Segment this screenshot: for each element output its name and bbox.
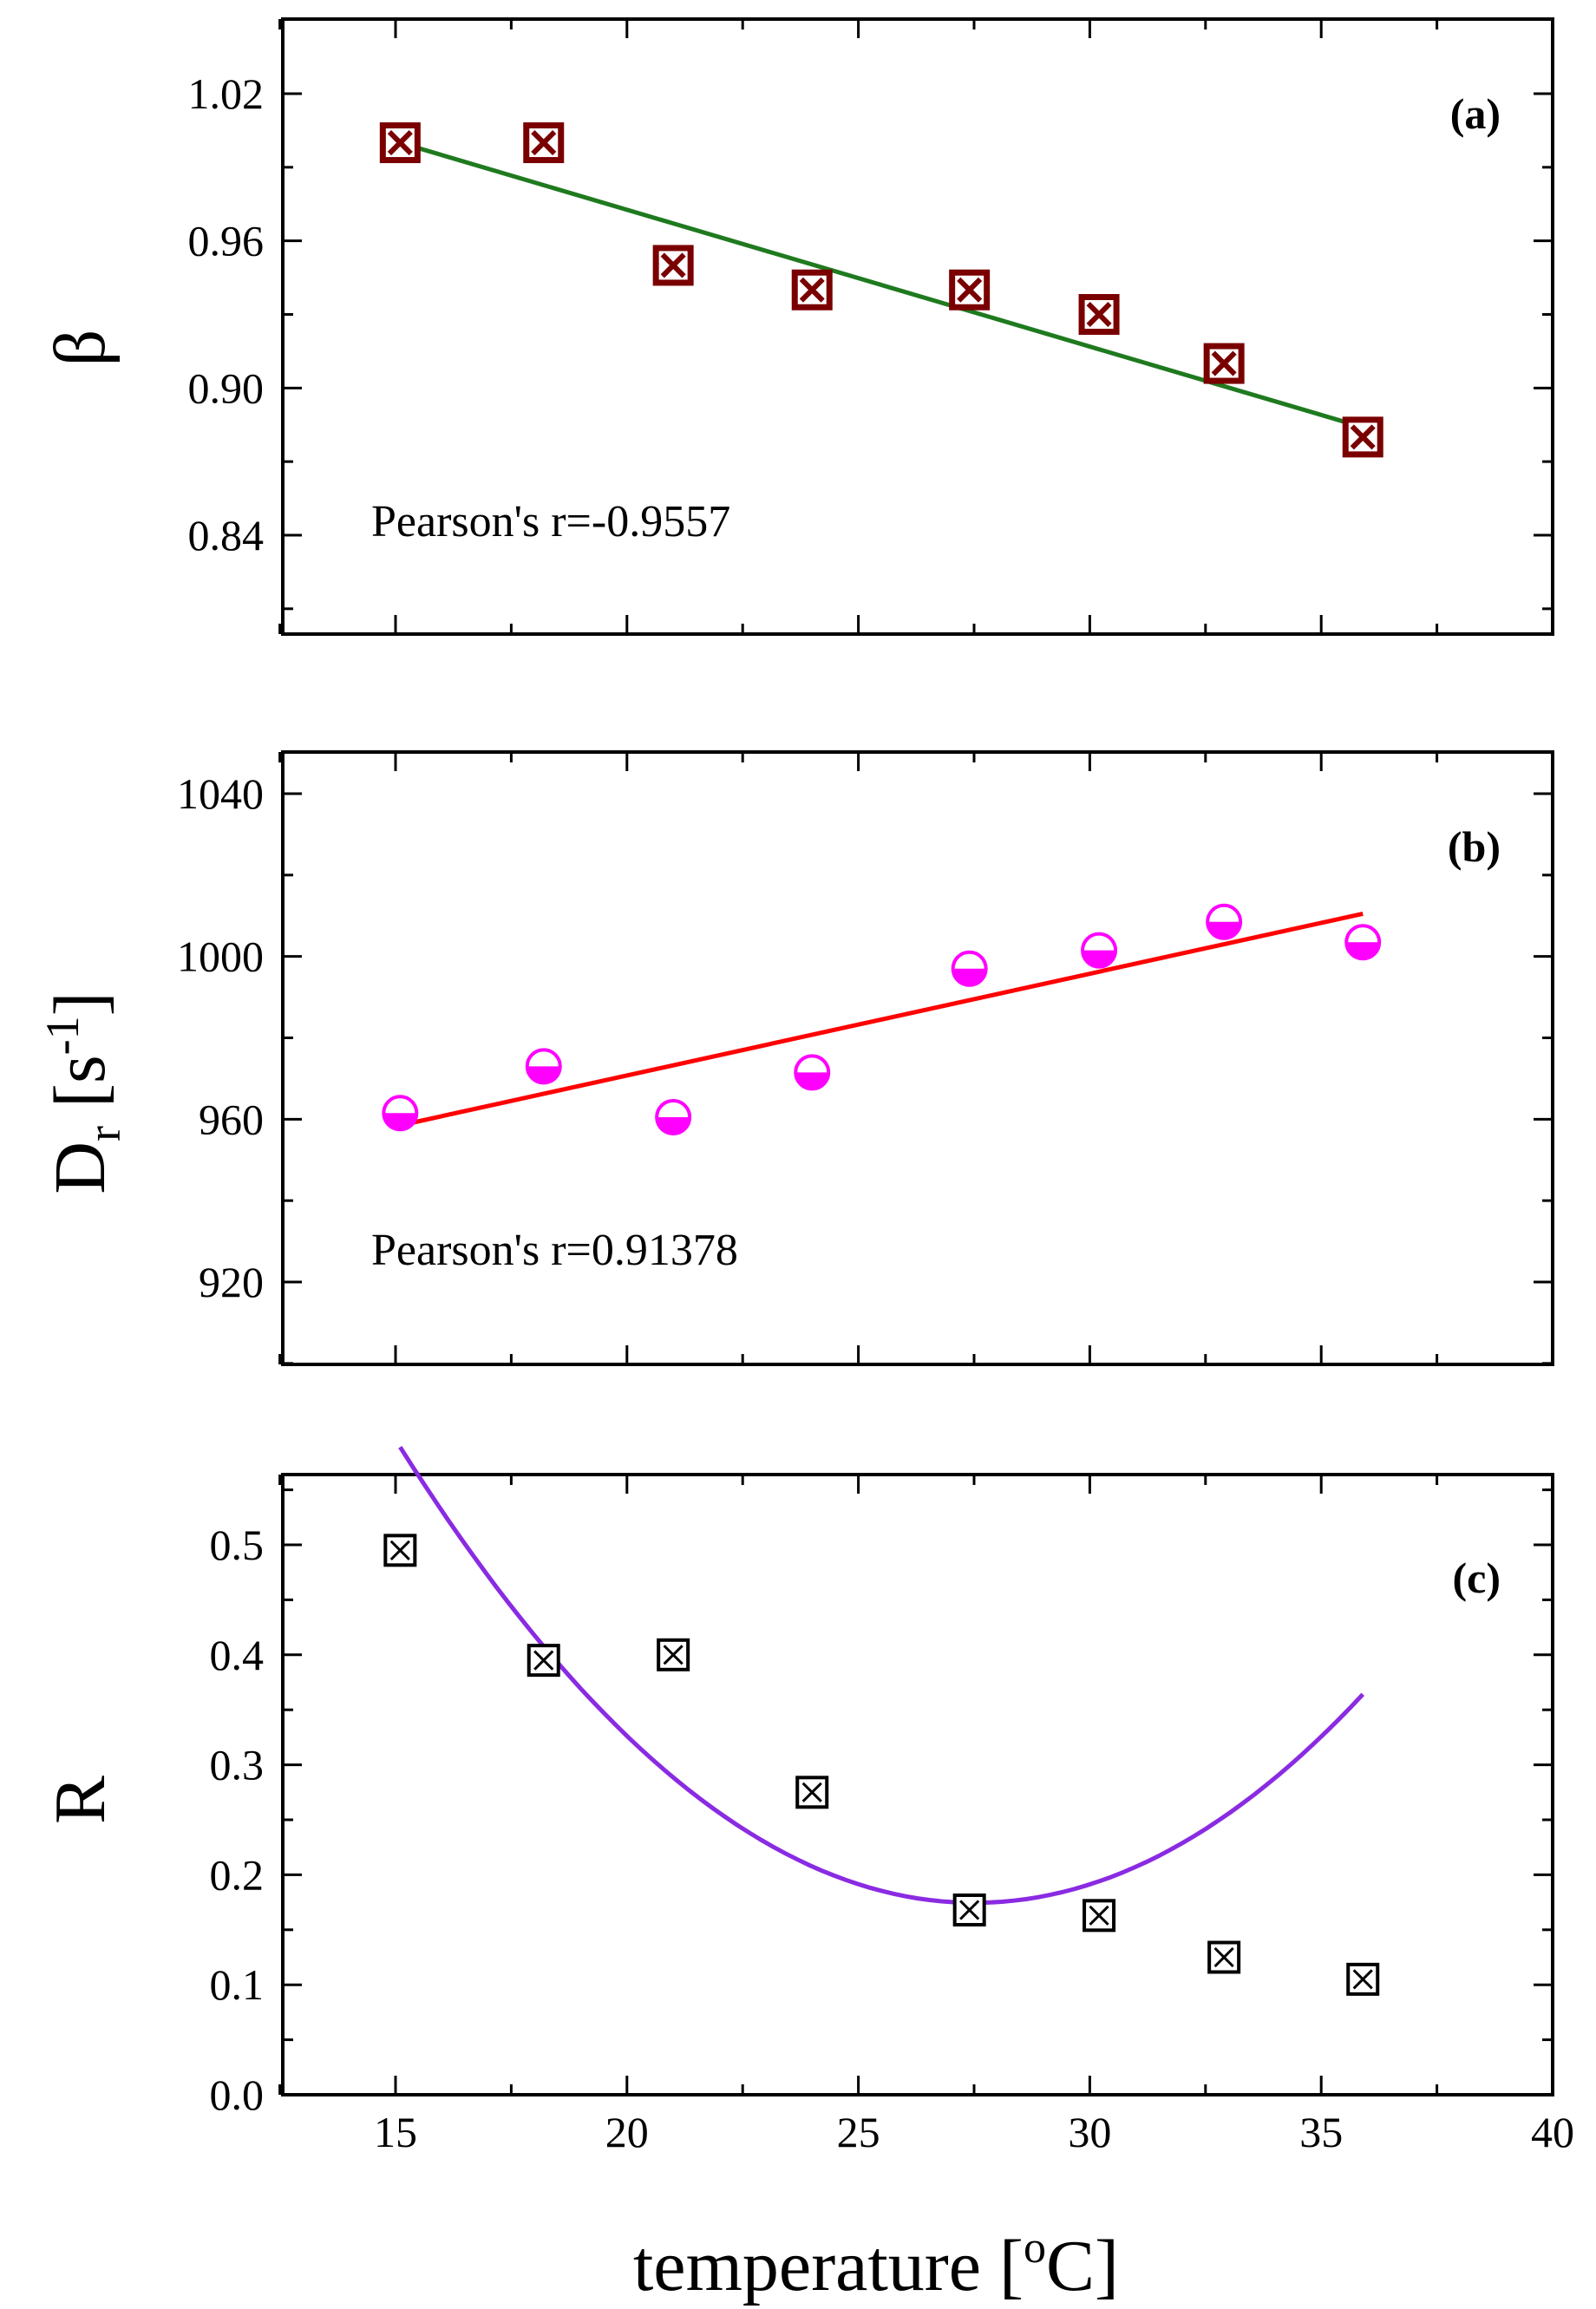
panel-3-x-tick-label: 30 [1068, 2108, 1111, 2156]
panel-1-fit-line [399, 141, 1364, 429]
panel-3-tag: (c) [1453, 1554, 1501, 1602]
panel-2-y-tick-label: 1000 [177, 932, 264, 981]
panel-3-data-point [527, 1644, 560, 1678]
panel-1-y-axis-label: β [40, 330, 121, 367]
panel-1-frame [281, 17, 1554, 636]
panel-2-tag: (b) [1448, 822, 1501, 871]
panel-3-y-tick-label: 0.3 [210, 1741, 265, 1789]
panel-1-data-point [652, 245, 694, 286]
panel-2-pearson-annotation: Pearson's r=0.91378 [371, 1226, 738, 1275]
x-axis-label: temperature [oC] [633, 2223, 1119, 2306]
panel-3-x-tick-label: 15 [374, 2108, 417, 2156]
panel-1-pearson-annotation: Pearson's r=-0.9557 [371, 497, 730, 546]
panel-1-tag: (a) [1450, 89, 1501, 138]
panel-1-data-point [1203, 343, 1245, 384]
panel-2-y-tick-label: 1040 [177, 769, 264, 818]
panel-2-data-point [382, 1095, 419, 1132]
panel-1: 0.84 0.90 0.96 1.02 β (a) Pearson's r=-0.9557 [40, 17, 1554, 636]
panel-3-fit-curve [398, 1445, 1365, 1906]
panel-1-data-point [1078, 294, 1120, 335]
panel-2-y-tick-label: 960 [199, 1095, 264, 1143]
panel-2-frame [281, 750, 1554, 1366]
panel-2-data-point [794, 1054, 831, 1091]
panel-3-data-point [1083, 1899, 1116, 1933]
panel-2-data-point [1081, 932, 1118, 969]
panel-1-y-tick-label: 0.84 [188, 511, 265, 559]
panel-2-y-axis-label: Dr [s-1] [36, 991, 130, 1194]
panel-1-data-point [791, 269, 833, 311]
panel-3-x-tick-label: 20 [605, 2108, 649, 2156]
panels: 0.84 0.90 0.96 1.02 β (a) Pearson's r=-0.9557 9… [36, 17, 1574, 2156]
panel-1-y-tick-label: 0.90 [188, 363, 265, 412]
panel-1-data-point [379, 122, 421, 164]
panel-2-data-point [1344, 924, 1382, 961]
panel-2-data-point [525, 1048, 562, 1085]
panel-1-data-point [523, 122, 565, 164]
panel-2-data-point [1206, 903, 1243, 940]
panel-1-data-point [1342, 416, 1383, 458]
panel-3-data-point [795, 1776, 829, 1809]
panel-3-y-tick-label: 0.2 [210, 1850, 265, 1899]
panel-3-data-point [383, 1534, 417, 1567]
panel-3-data-point [1207, 1940, 1241, 1974]
panel-2-y-tick-label: 920 [199, 1258, 264, 1306]
panel-3-y-tick-label: 0.5 [210, 1521, 265, 1569]
panel-3-data-point [1346, 1962, 1380, 1996]
panel-3-data-point [657, 1638, 690, 1671]
panel-3: 15 20 25 30 35 40 0.0 0.1 0.2 0.3 0.4 0.5 R (c) [40, 1445, 1574, 2156]
panel-3-y-axis-label: R [40, 1776, 121, 1824]
panel-2-data-point [951, 950, 988, 987]
panel-2-data-point [655, 1098, 692, 1135]
panel-1-data-point [949, 269, 991, 311]
panel-1-y-tick-label: 1.02 [188, 69, 265, 118]
panel-3-data-point [952, 1893, 986, 1926]
panel-3-frame [281, 1473, 1554, 2096]
panel-1-y-tick-label: 0.96 [188, 217, 265, 265]
panel-3-x-tick-label: 25 [837, 2108, 880, 2156]
panel-2-fit-line [399, 911, 1364, 1128]
panel-2: 920 960 1000 1040 Dr [s-1] (b) Pearson's r=0.9… [36, 750, 1554, 1366]
panel-3-x-tick-label: 35 [1299, 2108, 1343, 2156]
panel-3-y-tick-label: 0.0 [210, 2070, 265, 2119]
panel-3-y-tick-label: 0.4 [210, 1631, 265, 1679]
panel-3-x-tick-label: 40 [1531, 2108, 1574, 2156]
panel-3-y-tick-label: 0.1 [210, 1960, 265, 2009]
